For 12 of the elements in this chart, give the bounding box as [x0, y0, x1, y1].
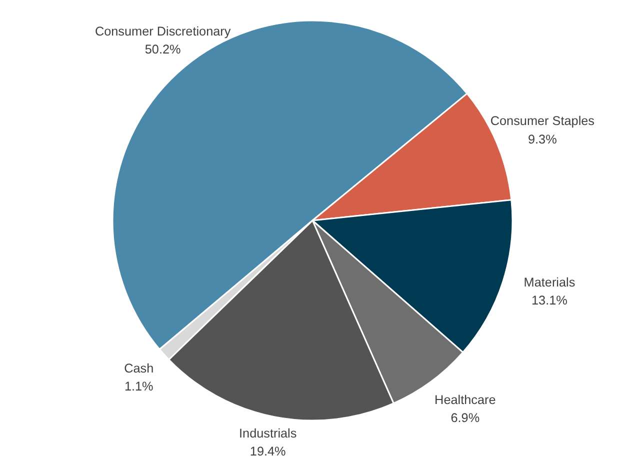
data-label: 6.9%: [450, 411, 480, 426]
slice-label: Consumer Discretionary: [94, 24, 232, 39]
slice-label: Cash: [124, 361, 154, 376]
data-label: 19.4%: [250, 444, 286, 459]
slice-label: Industrials: [239, 426, 297, 440]
slice-label: Materials: [524, 275, 576, 290]
slice-label: Healthcare: [434, 392, 496, 407]
data-label: 50.2%: [144, 42, 181, 57]
data-label: 1.1%: [124, 379, 154, 394]
data-label: 9.3%: [528, 132, 557, 146]
slice-label: Consumer Staples: [490, 114, 595, 128]
data-label: 13.1%: [532, 294, 568, 308]
